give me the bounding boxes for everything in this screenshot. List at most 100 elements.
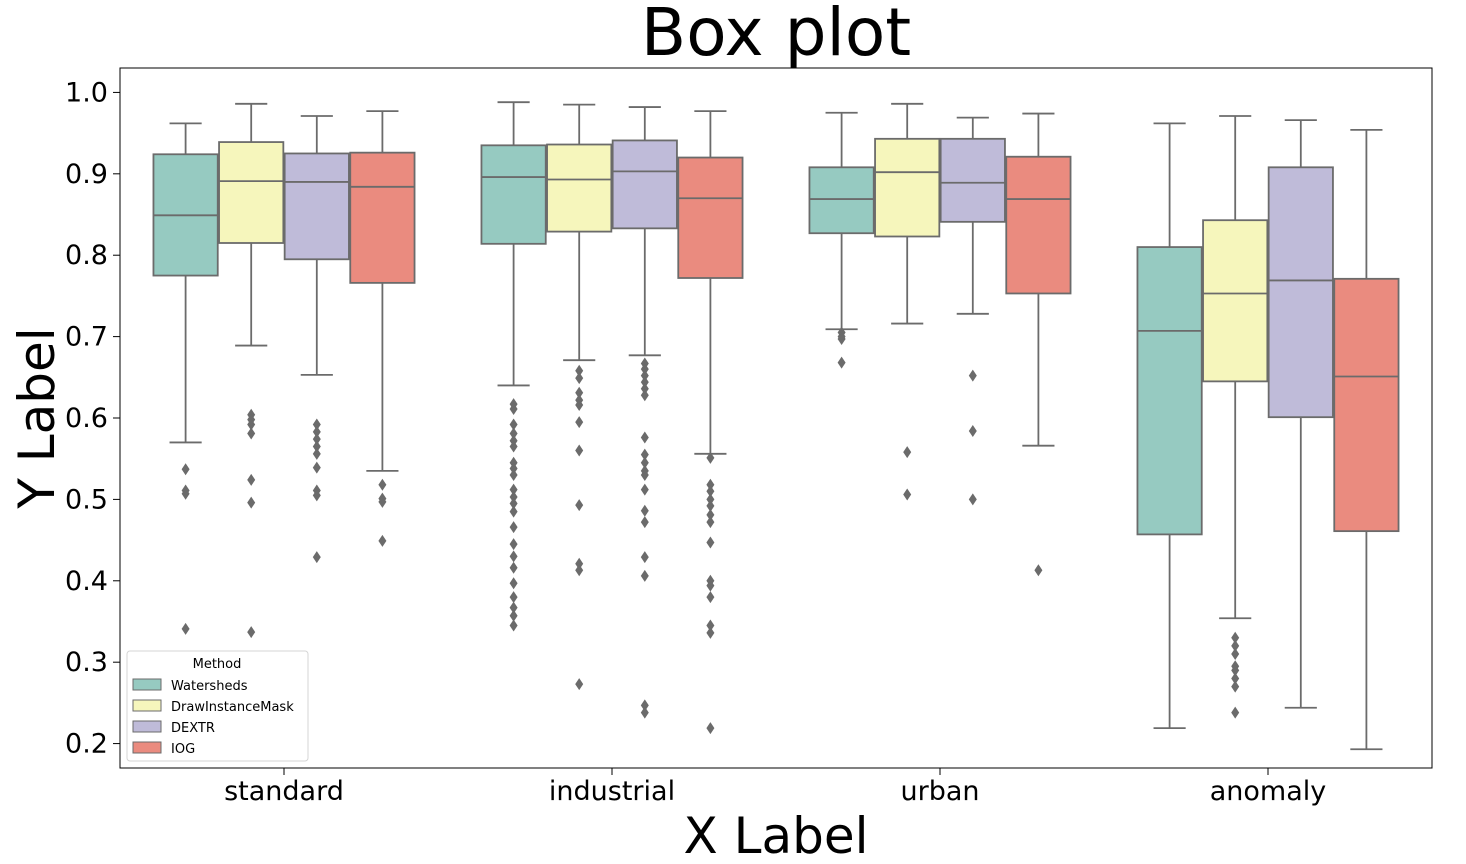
outlier-point <box>312 551 321 564</box>
box-DEXTR-urban <box>939 116 1006 506</box>
category-group-anomaly <box>1136 115 1400 751</box>
legend-item: Watersheds <box>132 678 248 694</box>
outlier-point <box>312 447 321 460</box>
outlier-point <box>1231 706 1240 719</box>
outlier-point <box>640 468 649 481</box>
legend-label: Watersheds <box>171 679 248 694</box>
outlier-point <box>509 497 518 510</box>
x-axis-title: X Label <box>683 807 868 864</box>
iqr-box <box>546 143 613 233</box>
outlier-point <box>312 433 321 446</box>
box-IOG-industrial <box>677 110 744 735</box>
legend-label: DrawInstanceMask <box>171 700 294 715</box>
legend-swatch <box>132 699 162 712</box>
legend-title: Method <box>193 657 242 672</box>
outlier-point <box>640 382 649 395</box>
outlier-point <box>312 489 321 502</box>
outlier-point <box>706 619 715 632</box>
outlier-point <box>837 333 846 346</box>
outlier-point <box>509 521 518 534</box>
outlier-point <box>509 462 518 475</box>
outlier-point <box>509 418 518 431</box>
outlier-point <box>706 516 715 529</box>
x-tick-label: urban <box>900 776 979 807</box>
x-tick-label: industrial <box>549 776 675 807</box>
outlier-point <box>509 550 518 563</box>
outlier-point <box>509 609 518 622</box>
iqr-box <box>874 137 941 238</box>
outlier-point <box>640 369 649 382</box>
outlier-point <box>640 483 649 496</box>
outlier-point <box>509 505 518 518</box>
outlier-point <box>640 448 649 461</box>
outlier-point <box>640 431 649 444</box>
iqr-box <box>1136 246 1203 536</box>
outlier-point <box>247 427 256 440</box>
iqr-box <box>611 139 678 230</box>
box-IOG-standard <box>349 110 416 547</box>
legend-label: DEXTR <box>171 721 215 736</box>
outlier-point <box>509 619 518 632</box>
category-group-industrial <box>480 101 744 735</box>
outlier-point <box>509 591 518 604</box>
legend-swatch <box>132 720 162 733</box>
outlier-point <box>640 699 649 712</box>
outlier-point <box>509 483 518 496</box>
outlier-point <box>575 557 584 570</box>
y-tick-label: 0.4 <box>65 566 108 597</box>
iqr-box <box>1202 219 1269 383</box>
outlier-point <box>509 427 518 440</box>
iqr-box <box>808 166 875 235</box>
box-Watersheds-standard <box>152 122 219 635</box>
outlier-point <box>509 468 518 481</box>
y-tick-label: 0.8 <box>65 240 108 271</box>
outlier-point <box>575 499 584 512</box>
x-axis: standard industrial urban anomaly <box>224 768 1326 807</box>
outlier-point <box>968 493 977 506</box>
outlier-point <box>706 485 715 498</box>
box-DrawInstanceMask-industrial <box>546 103 613 691</box>
legend-label: IOG <box>171 742 195 757</box>
plot-frame <box>119 67 1433 769</box>
y-axis-title: Y Label <box>8 327 66 509</box>
outlier-point <box>640 516 649 529</box>
outlier-point <box>509 403 518 416</box>
box-Watersheds-anomaly <box>1136 122 1203 730</box>
outlier-point <box>706 536 715 549</box>
box-groups <box>152 101 1400 751</box>
outlier-point <box>968 369 977 382</box>
x-tick-label: standard <box>224 776 344 807</box>
outlier-point <box>968 425 977 438</box>
outlier-point <box>181 463 190 476</box>
iqr-box <box>349 151 416 284</box>
outlier-point <box>575 372 584 385</box>
outlier-point <box>1231 672 1240 685</box>
chart-title: Box plot <box>641 0 911 71</box>
outlier-point <box>575 416 584 429</box>
outlier-point <box>1034 564 1043 577</box>
iqr-box <box>480 144 547 245</box>
outlier-point <box>575 386 584 399</box>
outlier-point <box>509 577 518 590</box>
outlier-point <box>312 425 321 438</box>
outlier-point <box>575 678 584 691</box>
box-Watersheds-industrial <box>480 101 547 632</box>
outlier-point <box>378 478 387 491</box>
outlier-point <box>640 569 649 582</box>
iqr-box <box>1333 277 1400 533</box>
outlier-point <box>640 376 649 389</box>
y-tick-label: 1.0 <box>65 77 108 108</box>
outlier-point <box>312 461 321 474</box>
outlier-point <box>1231 664 1240 677</box>
outlier-point <box>1231 639 1240 652</box>
outlier-point <box>509 561 518 574</box>
outlier-point <box>837 356 846 369</box>
outlier-point <box>509 490 518 503</box>
outlier-point <box>640 363 649 376</box>
x-tick-label: anomaly <box>1210 776 1327 807</box>
outlier-point <box>706 451 715 464</box>
legend-item: DrawInstanceMask <box>132 699 294 715</box>
outlier-point <box>640 389 649 402</box>
y-axis: 0.2 0.3 0.4 0.5 0.6 0.7 0.8 0.9 1.0 <box>65 77 120 760</box>
